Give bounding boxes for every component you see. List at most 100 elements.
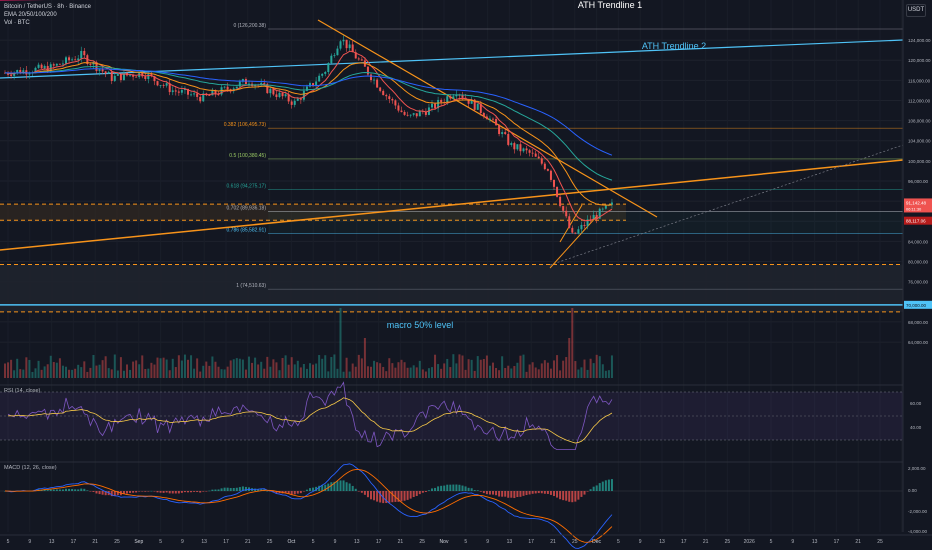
candle-body: [354, 52, 357, 59]
candle-body: [522, 148, 525, 152]
volume-bar: [43, 366, 46, 378]
macd-histogram-bar: [488, 491, 491, 495]
volume-bar: [318, 355, 321, 378]
candle-body: [19, 70, 22, 74]
fib-band: [268, 211, 903, 234]
price-tick-label: 104,000.00: [908, 139, 931, 144]
macd-histogram-bar: [553, 491, 555, 497]
candle-body: [482, 113, 485, 117]
candle-body: [519, 144, 522, 152]
macd-histogram-bar: [165, 491, 168, 493]
volume-bar: [504, 367, 507, 378]
time-tick-label: 25: [572, 539, 578, 545]
candle-body: [415, 113, 418, 117]
ath-trendline-1-label[interactable]: ATH Trendline 1: [578, 0, 642, 10]
macd-histogram-bar: [244, 486, 247, 491]
macd-histogram-bar: [528, 491, 531, 495]
fib-level-label: 0.618 (94,275.17): [227, 184, 267, 190]
macd-histogram-bar: [476, 490, 479, 491]
volume-bar: [251, 362, 254, 378]
volume-bar: [513, 366, 516, 378]
time-tick-label: 9: [334, 539, 337, 545]
volume-bar: [409, 367, 412, 378]
macd-pane[interactable]: [0, 461, 932, 549]
volume-legend[interactable]: Vol · BTC: [4, 20, 30, 26]
fib-level-label: 0.382 (106,495.73): [224, 122, 267, 128]
candle-body: [510, 143, 513, 145]
volume-bar: [37, 360, 40, 378]
candle-body: [391, 99, 394, 101]
candle-body: [183, 88, 186, 91]
ema-lines: [4, 50, 613, 222]
countdown-label: 06:11:30: [906, 206, 922, 211]
candle-body: [260, 82, 263, 85]
volume-bar: [19, 369, 22, 378]
candle-body: [549, 170, 552, 180]
macd-histogram-bar: [409, 491, 412, 499]
volume-bar: [217, 366, 220, 378]
candle-body: [342, 39, 345, 42]
macd-histogram-bar: [421, 491, 424, 493]
volume-bar: [116, 370, 119, 378]
candle-body: [400, 110, 403, 112]
time-axis[interactable]: 5 9 13 17 21 25 Sep 5 9 13 17 21 25 Oct 5 9 13 17 21 25 Nov 5…: [0, 534, 932, 545]
macd-histogram-bar: [296, 491, 299, 494]
volume-bar: [77, 364, 80, 378]
signal-line: [4, 469, 613, 543]
macd-histogram-bar: [431, 488, 433, 491]
macd-histogram-bar: [171, 491, 174, 494]
macd-histogram-bar: [531, 491, 534, 494]
volume-bar: [101, 360, 104, 378]
candle-body: [122, 72, 125, 81]
candle-body: [446, 96, 449, 103]
price-axis[interactable]: 124,000.00 120,000.00 116,000.00 112,000.00…: [902, 0, 932, 550]
candle-body: [385, 95, 388, 97]
macd-axis-label: -2,000.00: [908, 509, 928, 514]
symbol-title[interactable]: Bitcoin / TetherUS · 8h · Binance: [4, 4, 91, 10]
macd-histogram-bar: [595, 485, 598, 491]
volume-bar: [34, 368, 37, 378]
fib-level-label: 0.786 (85,582.91): [227, 227, 267, 233]
macro-level-label[interactable]: macro 50% level: [387, 320, 454, 330]
fib-retracement[interactable]: 0 (126,200.38) 0.382 (106,495.73) 0.5 (100…: [224, 23, 903, 290]
ema-legend[interactable]: EMA 20/50/100/200: [4, 12, 57, 18]
volume-bar: [574, 361, 577, 378]
candle-body: [7, 72, 10, 75]
ath-trendline-2-label[interactable]: ATH Trendline 2: [642, 41, 706, 51]
volume-bar: [287, 364, 290, 378]
macd-histogram-bar: [58, 489, 61, 491]
time-tick-label: 21: [245, 539, 251, 545]
volume-bar: [455, 363, 458, 378]
volume-bar: [556, 355, 559, 378]
macd-histogram-bar: [354, 488, 357, 491]
volume-bar: [461, 355, 464, 378]
volume-bar: [263, 368, 266, 378]
support-zone: [0, 204, 626, 221]
candle-body: [150, 74, 153, 77]
volume-bar: [473, 370, 476, 378]
volume-bar: [485, 355, 488, 378]
macd-histogram-bar: [452, 484, 455, 491]
macd-histogram-bar: [598, 483, 601, 491]
candle-body: [553, 179, 555, 187]
candle-body: [488, 118, 491, 120]
candle-body: [583, 224, 586, 226]
macd-histogram-bar: [135, 491, 138, 493]
volume-bar: [177, 355, 180, 378]
time-tick-label: 9: [486, 539, 489, 545]
candle-body: [461, 95, 464, 98]
macd-histogram-bar: [543, 491, 546, 494]
rsi-pane[interactable]: [0, 381, 932, 451]
macd-histogram-bar: [321, 485, 324, 491]
macd-histogram-bar: [513, 491, 516, 499]
candle-body: [132, 74, 135, 77]
macd-histogram-bar: [373, 491, 376, 501]
currency-button[interactable]: USDT: [906, 4, 926, 17]
volume-bar: [113, 354, 116, 378]
orange-trendline: [0, 159, 904, 251]
candle-body: [339, 41, 342, 49]
volume-bar: [501, 356, 504, 378]
candle-body: [495, 119, 498, 126]
fib-level-label: 0.702 (89,936.18): [227, 206, 267, 212]
